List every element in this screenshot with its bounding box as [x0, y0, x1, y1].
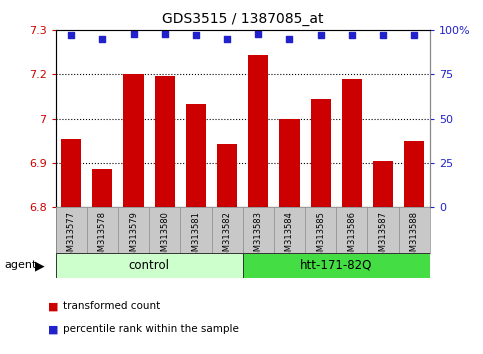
- Text: GSM313588: GSM313588: [410, 211, 419, 262]
- Text: GSM313577: GSM313577: [67, 211, 76, 262]
- Bar: [373, 161, 393, 207]
- Text: ■: ■: [48, 324, 59, 334]
- Point: [99, 36, 106, 42]
- Point: [129, 31, 137, 36]
- Text: GSM313587: GSM313587: [379, 211, 387, 262]
- Bar: [61, 139, 81, 207]
- Bar: [279, 119, 299, 207]
- Point: [348, 33, 356, 38]
- Text: GSM313584: GSM313584: [285, 211, 294, 262]
- Text: ■: ■: [48, 301, 59, 311]
- Bar: [342, 79, 362, 207]
- Bar: [186, 104, 206, 207]
- Text: percentile rank within the sample: percentile rank within the sample: [63, 324, 239, 334]
- Text: GSM313586: GSM313586: [347, 211, 356, 262]
- Point: [67, 33, 75, 38]
- Text: transformed count: transformed count: [63, 301, 160, 311]
- Point: [285, 36, 293, 42]
- Text: GSM313582: GSM313582: [223, 211, 232, 262]
- Text: GSM313580: GSM313580: [160, 211, 169, 262]
- Text: GSM313583: GSM313583: [254, 211, 263, 262]
- Point: [317, 33, 325, 38]
- Text: htt-171-82Q: htt-171-82Q: [300, 259, 372, 272]
- Text: GSM313578: GSM313578: [98, 211, 107, 262]
- Point: [223, 36, 231, 42]
- FancyBboxPatch shape: [56, 253, 242, 278]
- Text: ▶: ▶: [35, 259, 44, 272]
- Bar: [155, 76, 175, 207]
- Bar: [311, 99, 331, 207]
- Bar: [217, 144, 237, 207]
- Point: [192, 33, 200, 38]
- Point: [379, 33, 387, 38]
- Point: [255, 31, 262, 36]
- Point: [411, 33, 418, 38]
- Title: GDS3515 / 1387085_at: GDS3515 / 1387085_at: [162, 12, 324, 26]
- Text: GSM313585: GSM313585: [316, 211, 325, 262]
- FancyBboxPatch shape: [242, 253, 430, 278]
- Text: agent: agent: [5, 261, 37, 270]
- Text: control: control: [128, 259, 170, 272]
- Bar: [248, 55, 269, 207]
- Text: GSM313579: GSM313579: [129, 211, 138, 262]
- Point: [161, 31, 169, 36]
- Bar: [404, 141, 425, 207]
- Bar: [123, 74, 143, 207]
- Text: GSM313581: GSM313581: [191, 211, 200, 262]
- Bar: [92, 169, 113, 207]
